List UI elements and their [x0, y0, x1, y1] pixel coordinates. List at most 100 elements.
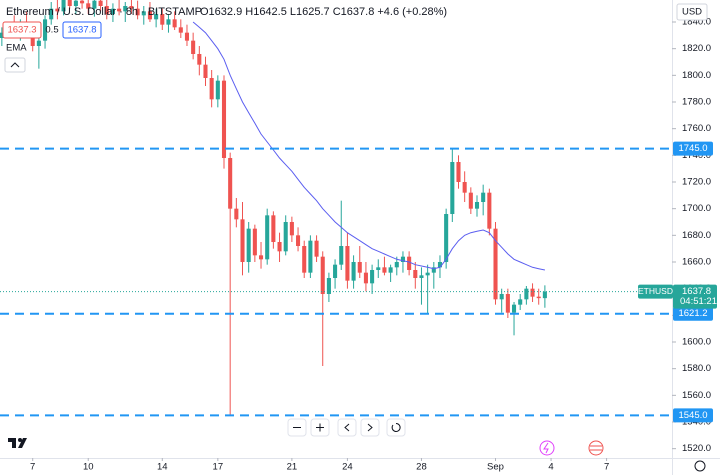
level-label-box: [673, 141, 713, 156]
right-icon: [367, 423, 373, 432]
candle-body: [246, 228, 251, 262]
y-tick-label: 1800.0: [682, 70, 711, 81]
x-tick-label: 28: [416, 462, 427, 473]
candle-body: [308, 240, 313, 273]
y-tick-label: 1760.0: [682, 123, 711, 134]
level-label: 1545.0: [678, 410, 707, 421]
flag-icon[interactable]: [588, 440, 604, 456]
candle-body: [271, 215, 276, 242]
candle-body: [444, 214, 449, 262]
reset[interactable]: [386, 418, 406, 437]
countdown: 04:51:21: [680, 296, 717, 307]
candle-body: [123, 6, 128, 12]
scroll-left[interactable]: [337, 418, 357, 437]
candle-body: [493, 228, 498, 300]
candle-body: [92, 0, 97, 9]
x-tick-label: Sep: [487, 462, 504, 473]
candle-body: [172, 19, 177, 28]
y-tick-label: 1780.0: [682, 97, 711, 108]
y-tick-label: 1580.0: [682, 363, 711, 374]
candle-body: [147, 11, 152, 20]
y-tick-label: 1700.0: [682, 203, 711, 214]
candle-body: [511, 304, 517, 313]
x-tick-label: 24: [342, 462, 353, 473]
reset-icon: [391, 422, 401, 432]
y-tick-label: 1520.0: [682, 443, 711, 454]
candle-body: [110, 8, 115, 14]
candle-body: [296, 235, 301, 246]
candle-body: [289, 222, 294, 236]
candle-body: [382, 267, 387, 273]
candle-body: [80, 0, 85, 4]
candle-body: [141, 11, 146, 16]
x-tick-label: 7: [30, 462, 35, 473]
candle-body: [363, 272, 368, 284]
candle-body: [265, 215, 270, 260]
candle-body: [104, 6, 109, 14]
flag-stripes: [590, 445, 602, 451]
candle-body: [456, 162, 461, 182]
candle-body: [197, 54, 202, 65]
candle-body: [481, 192, 486, 202]
candle-body: [302, 246, 307, 273]
candle-body: [73, 0, 78, 7]
candle-body: [339, 246, 344, 265]
chart-title: Ethereum / U.S. Dollar · 8h · BITSTAMP: [6, 6, 202, 18]
candle-body: [333, 264, 338, 278]
candle-body: [221, 80, 227, 158]
ohlc-label: O1632.9 H1642.5 L1625.7 C1637.8 +4.6 (+0…: [200, 6, 447, 18]
y-tick-label: 1560.0: [682, 390, 711, 401]
plot-area: [0, 0, 672, 417]
last-price-box: [673, 284, 717, 309]
candle-body: [530, 288, 535, 297]
sell-box[interactable]: [2, 21, 42, 39]
candle-body: [437, 262, 443, 268]
candle-body: [357, 262, 362, 273]
candle-body: [394, 262, 399, 268]
candle-body: [0, 32, 4, 38]
collapse-button[interactable]: [4, 57, 26, 73]
candle-body: [376, 267, 381, 270]
x-tick-label: 14: [157, 462, 168, 473]
candle-body: [326, 278, 331, 294]
x-tick-label: 7: [604, 462, 609, 473]
candle-body: [468, 192, 473, 209]
candle-body: [49, 8, 54, 20]
candle-body: [184, 32, 190, 41]
candle-body: [178, 27, 183, 33]
scroll-right[interactable]: [360, 418, 380, 437]
candle-body: [518, 299, 523, 305]
candle-body: [117, 8, 122, 12]
candle-body: [135, 8, 140, 16]
candle-body: [203, 64, 208, 78]
y-tick-label: 1820.0: [682, 43, 711, 54]
currency-box[interactable]: [676, 3, 708, 21]
toolbar: [287, 418, 406, 437]
last-price-label: 1637.8: [682, 286, 711, 297]
level-label: 1621.2: [678, 308, 707, 319]
x-tick-label: 4: [548, 462, 553, 473]
candle-body: [351, 262, 356, 281]
candle-body: [505, 294, 510, 313]
left-icon: [344, 423, 350, 432]
y-tick-label: 1660.0: [682, 257, 711, 268]
candle-body: [160, 14, 165, 25]
indicator-label: EMA: [6, 43, 27, 54]
candle-body: [228, 158, 233, 209]
y-tick-label: 1680.0: [682, 230, 711, 241]
candle-body: [407, 256, 412, 270]
candle-body: [43, 19, 48, 41]
candle-body: [154, 14, 159, 20]
candle-body: [234, 208, 239, 220]
symbol-box: [638, 284, 673, 299]
buy-price: 1637.8: [67, 25, 96, 36]
candle-body: [209, 78, 214, 100]
event-icon[interactable]: [539, 440, 555, 456]
candle-body: [413, 270, 418, 278]
candle-body: [61, 0, 66, 12]
settings-icon[interactable]: [694, 460, 706, 472]
candle-body: [419, 275, 424, 278]
buy-box[interactable]: [62, 21, 102, 39]
